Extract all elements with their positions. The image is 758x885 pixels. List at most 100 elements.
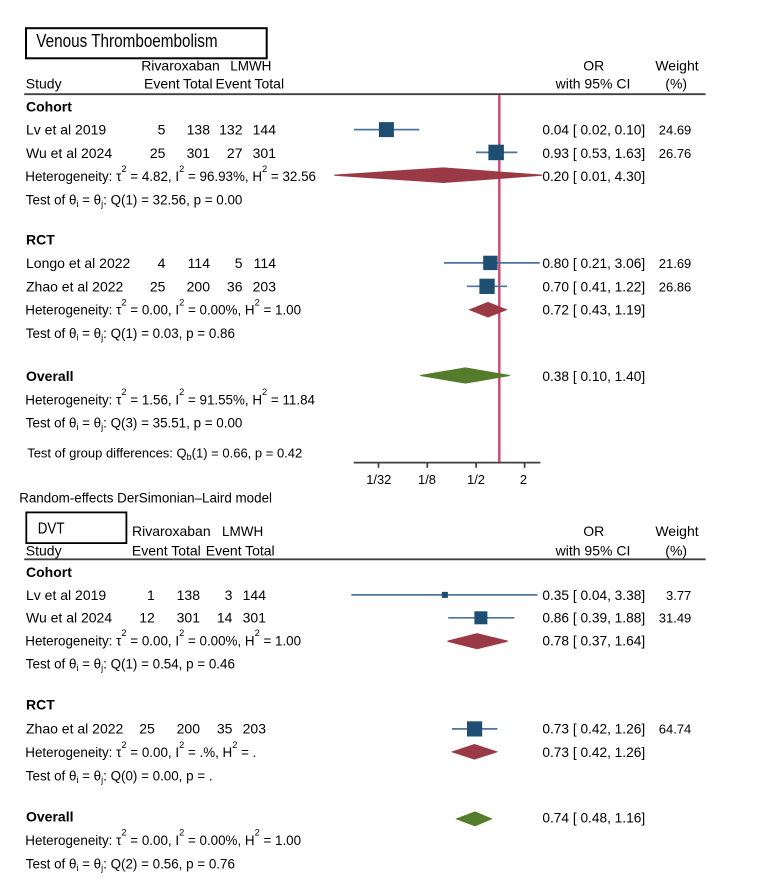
svg-text:301: 301	[253, 145, 277, 161]
svg-text:Zhao et al 2022: Zhao et al 2022	[26, 278, 124, 294]
svg-text:LMWH: LMWH	[222, 524, 263, 539]
svg-text:Total: Total	[245, 542, 275, 558]
svg-text:203: 203	[243, 721, 267, 737]
svg-text:Heterogeneity: τ2 = 4.82, I2 =: Heterogeneity: τ2 = 4.82, I2 = 96.93%, H…	[25, 164, 316, 184]
svg-text:Rivaroxaban: Rivaroxaban	[132, 523, 211, 539]
svg-text:200: 200	[177, 721, 201, 737]
svg-text:200: 200	[187, 278, 211, 294]
svg-text:0.72 [ 0.43, 1.19]: 0.72 [ 0.43, 1.19]	[542, 303, 645, 318]
svg-text:Test of θi = θj: Q(3) = 35.51,: Test of θi = θj: Q(3) = 35.51, p = 0.00	[26, 416, 243, 433]
svg-text:3: 3	[225, 587, 233, 603]
svg-text:26.86: 26.86	[659, 279, 692, 294]
svg-text:Rivaroxaban: Rivaroxaban	[141, 57, 220, 73]
svg-text:(%): (%)	[665, 542, 687, 558]
svg-text:0.04 [ 0.02, 0.10]: 0.04 [ 0.02, 0.10]	[542, 123, 645, 138]
svg-text:1/2: 1/2	[467, 472, 485, 487]
svg-text:Wu et al 2024: Wu et al 2024	[26, 145, 112, 161]
svg-text:Zhao et al 2022: Zhao et al 2022	[26, 721, 124, 737]
svg-text:0.73 [ 0.42, 1.26]: 0.73 [ 0.42, 1.26]	[542, 722, 645, 737]
svg-text:Lv et al 2019: Lv et al 2019	[26, 587, 106, 603]
svg-text:301: 301	[243, 610, 267, 626]
svg-text:Heterogeneity: τ2 = 0.00, I2 =: Heterogeneity: τ2 = 0.00, I2 = 0.00%, H2…	[25, 297, 301, 317]
svg-text:Cohort: Cohort	[26, 99, 72, 115]
svg-text:2: 2	[520, 472, 527, 487]
svg-text:Event: Event	[132, 542, 168, 558]
svg-text:Event: Event	[144, 75, 180, 91]
svg-text:132: 132	[219, 122, 243, 138]
svg-text:24.69: 24.69	[659, 123, 692, 138]
svg-text:25: 25	[150, 278, 166, 294]
svg-text:Wu et al 2024: Wu et al 2024	[26, 610, 112, 626]
svg-text:with 95% CI: with 95% CI	[555, 542, 631, 558]
svg-text:3.77: 3.77	[666, 588, 691, 603]
svg-text:301: 301	[177, 610, 201, 626]
svg-text:DVT: DVT	[38, 521, 65, 538]
svg-text:LMWH: LMWH	[230, 58, 271, 73]
svg-text:Longo et al 2022: Longo et al 2022	[26, 255, 131, 271]
svg-text:25: 25	[139, 721, 155, 737]
svg-text:301: 301	[187, 145, 211, 161]
svg-text:Heterogeneity: τ2 = 1.56, I2 =: Heterogeneity: τ2 = 1.56, I2 = 91.55%, H…	[25, 387, 315, 407]
svg-text:Overall: Overall	[26, 809, 73, 825]
svg-text:Random-effects DerSimonian–Lai: Random-effects DerSimonian–Laird model	[19, 491, 272, 506]
svg-text:Event: Event	[206, 542, 242, 558]
svg-text:0.20 [ 0.01, 4.30]: 0.20 [ 0.01, 4.30]	[542, 169, 645, 184]
svg-text:27: 27	[227, 145, 243, 161]
svg-text:Heterogeneity: τ2 = 0.00, I2 =: Heterogeneity: τ2 = 0.00, I2 = 0.00%, H2…	[25, 828, 301, 848]
svg-text:Test of θi = θj: Q(2) = 0.56,: Test of θi = θj: Q(2) = 0.56, p = 0.76	[26, 856, 235, 873]
svg-text:25: 25	[150, 145, 166, 161]
svg-text:144: 144	[243, 587, 267, 603]
svg-text:0.78 [ 0.37, 1.64]: 0.78 [ 0.37, 1.64]	[542, 633, 645, 648]
svg-text:0.93 [ 0.53, 1.63]: 0.93 [ 0.53, 1.63]	[542, 146, 645, 161]
svg-text:0.74 [ 0.48, 1.16]: 0.74 [ 0.48, 1.16]	[542, 810, 645, 825]
svg-text:21.69: 21.69	[659, 256, 692, 271]
svg-text:4: 4	[158, 255, 166, 271]
svg-text:Weight: Weight	[655, 523, 698, 539]
svg-text:Event: Event	[216, 75, 252, 91]
svg-text:36: 36	[227, 278, 243, 294]
svg-text:Venous Thromboembolism: Venous Thromboembolism	[36, 31, 217, 52]
svg-text:Study: Study	[26, 542, 62, 558]
svg-text:(%): (%)	[665, 75, 687, 91]
svg-text:31.49: 31.49	[659, 611, 692, 626]
svg-text:Study: Study	[26, 75, 62, 91]
svg-text:114: 114	[188, 255, 211, 271]
svg-text:5: 5	[158, 122, 166, 138]
svg-text:138: 138	[177, 587, 201, 603]
svg-text:Overall: Overall	[26, 368, 73, 384]
svg-text:Test of group differences: Qb(: Test of group differences: Qb(1) = 0.66,…	[27, 446, 302, 463]
svg-text:35: 35	[217, 721, 233, 737]
svg-text:5: 5	[235, 255, 243, 271]
svg-text:Test of θi = θj: Q(1) = 0.03,: Test of θi = θj: Q(1) = 0.03, p = 0.86	[26, 326, 235, 343]
svg-text:0.35 [ 0.04, 3.38]: 0.35 [ 0.04, 3.38]	[542, 588, 645, 603]
svg-text:OR: OR	[583, 523, 604, 539]
svg-text:0.38 [ 0.10, 1.40]: 0.38 [ 0.10, 1.40]	[542, 369, 645, 384]
svg-text:OR: OR	[583, 57, 604, 73]
svg-text:26.76: 26.76	[659, 146, 692, 161]
svg-text:0.73 [ 0.42, 1.26]: 0.73 [ 0.42, 1.26]	[542, 745, 645, 760]
svg-text:1/32: 1/32	[366, 472, 391, 487]
svg-text:Lv et al 2019: Lv et al 2019	[26, 122, 106, 138]
svg-text:Total: Total	[255, 75, 285, 91]
svg-text:1/8: 1/8	[418, 472, 436, 487]
svg-text:Weight: Weight	[655, 57, 698, 73]
svg-text:RCT: RCT	[26, 232, 55, 248]
svg-text:Test of θi = θj: Q(1) = 32.56,: Test of θi = θj: Q(1) = 32.56, p = 0.00	[26, 192, 243, 209]
svg-text:RCT: RCT	[26, 697, 55, 713]
svg-text:with 95% CI: with 95% CI	[555, 75, 631, 91]
svg-text:114: 114	[254, 255, 277, 271]
svg-text:Heterogeneity: τ2 = 0.00, I2 =: Heterogeneity: τ2 = 0.00, I2 = .%, H2 = …	[25, 740, 256, 760]
svg-text:Total: Total	[171, 542, 201, 558]
svg-text:144: 144	[253, 122, 277, 138]
svg-text:0.70 [ 0.41, 1.22]: 0.70 [ 0.41, 1.22]	[542, 279, 645, 294]
svg-text:0.86 [ 0.39, 1.88]: 0.86 [ 0.39, 1.88]	[542, 611, 645, 626]
svg-text:1: 1	[147, 587, 155, 603]
svg-text:Cohort: Cohort	[26, 564, 72, 580]
svg-text:0.80 [ 0.21, 3.06]: 0.80 [ 0.21, 3.06]	[542, 256, 645, 271]
svg-text:Test of θi = θj: Q(1) = 0.54,: Test of θi = θj: Q(1) = 0.54, p = 0.46	[26, 656, 235, 673]
svg-text:Heterogeneity: τ2 = 0.00, I2 =: Heterogeneity: τ2 = 0.00, I2 = 0.00%, H2…	[25, 628, 301, 648]
svg-text:Test of θi = θj: Q(0) = 0.00,: Test of θi = θj: Q(0) = 0.00, p = .	[26, 768, 213, 785]
svg-text:138: 138	[187, 122, 211, 138]
svg-text:12: 12	[139, 610, 155, 626]
svg-text:14: 14	[217, 610, 233, 626]
